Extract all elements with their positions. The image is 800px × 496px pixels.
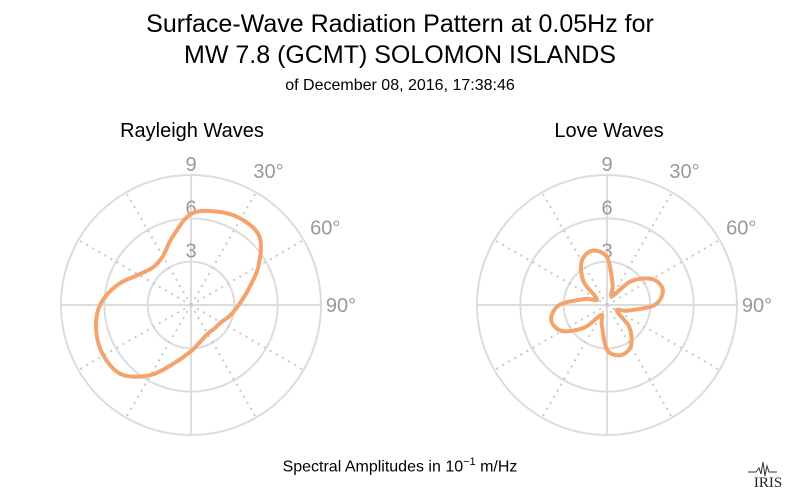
iris-logo-text: IRIS	[754, 475, 782, 490]
chart-title-line-2: MW 7.8 (GCMT) SOLOMON ISLANDS	[184, 41, 616, 69]
grid-spoke-line	[493, 239, 608, 306]
radiation-pattern-line	[93, 208, 263, 379]
units-suffix: m/Hz	[475, 458, 518, 476]
angle-tick-label: 30°	[253, 161, 283, 183]
grid-spoke-line	[190, 304, 257, 419]
chart-subtitle: of December 08, 2016, 17:38:46	[285, 77, 515, 94]
grid-spoke-line	[541, 304, 608, 419]
angle-tick-label: 90°	[742, 295, 772, 317]
grid-spoke-line	[190, 191, 257, 306]
units-exponent: −1	[463, 456, 476, 468]
grid-spoke-line	[541, 191, 608, 306]
iris-seismogram-logo-icon: IRIS	[748, 461, 782, 491]
grid-spoke-line	[493, 304, 608, 371]
love-polar-plot: 3 6 9 30° 60° 90°	[476, 154, 772, 436]
grid-spoke-line	[77, 304, 192, 371]
iris-logo: IRIS	[746, 458, 790, 491]
grid-spoke-line	[606, 304, 721, 371]
angle-tick-label: 60°	[310, 218, 340, 240]
radial-tick-label: 3	[601, 241, 612, 263]
grid-spoke-line	[606, 239, 721, 306]
grid-spoke-line	[190, 239, 305, 306]
rayleigh-polar-plot: 3 6 9 30° 60° 90°	[60, 154, 356, 436]
radial-tick-label: 9	[601, 154, 612, 176]
grid-spoke-line	[606, 191, 673, 306]
radial-tick-label: 9	[185, 154, 196, 176]
angle-tick-label: 30°	[669, 161, 699, 183]
radial-tick-label: 6	[601, 197, 612, 219]
grid-spoke-line	[125, 304, 192, 419]
angle-tick-label: 60°	[726, 218, 756, 240]
radial-tick-label: 6	[185, 197, 196, 219]
grid-spoke-line	[125, 191, 192, 306]
radiation-pattern-line	[549, 248, 665, 358]
amplitude-units-label: Spectral Amplitudes in 10−1 m/Hz	[0, 456, 800, 476]
love-panel-title: Love Waves	[554, 120, 664, 142]
units-base: 10	[445, 458, 464, 476]
rayleigh-panel-title: Rayleigh Waves	[120, 120, 264, 142]
units-prefix: Spectral Amplitudes in	[282, 458, 446, 476]
chart-title-line-1: Surface-Wave Radiation Pattern at 0.05Hz…	[146, 10, 654, 38]
angle-tick-label: 90°	[326, 295, 356, 317]
grid-spoke-line	[77, 239, 192, 306]
grid-spoke-line	[190, 304, 305, 371]
radial-tick-label: 3	[185, 241, 196, 263]
grid-spoke-line	[606, 304, 673, 419]
